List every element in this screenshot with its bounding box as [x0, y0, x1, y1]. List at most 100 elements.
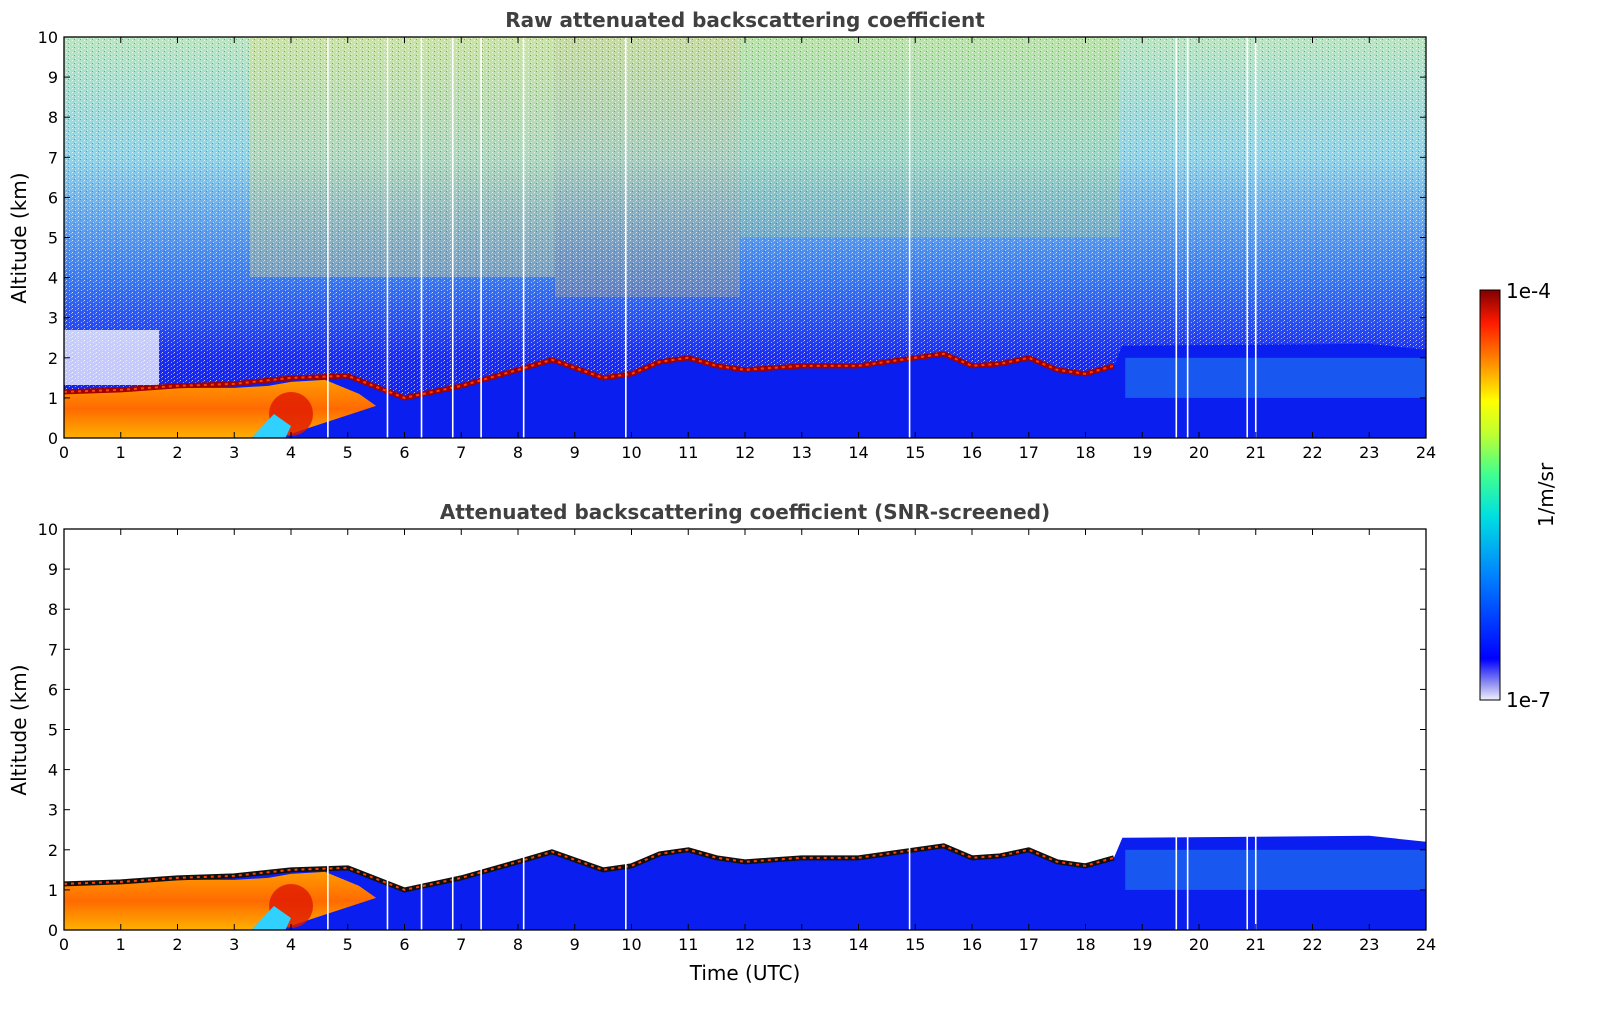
aerosol-gap — [251, 413, 291, 438]
x-tick-label: 23 — [1359, 935, 1379, 954]
x-tick-label: 6 — [399, 935, 409, 954]
y-tick-label: 10 — [38, 28, 58, 47]
missing-profile — [386, 37, 389, 438]
screened-backscatter-panel: Attenuated backscattering coefficient (S… — [7, 500, 1436, 985]
missing-profile — [625, 529, 627, 930]
missing-profile — [522, 37, 525, 438]
y-tick-label: 9 — [48, 68, 58, 87]
missing-profile — [451, 37, 454, 438]
y-tick-label: 10 — [38, 520, 58, 539]
colorbar-min-label: 1e-7 — [1506, 688, 1551, 712]
x-tick-label: 24 — [1416, 443, 1436, 462]
y-tick-label: 0 — [48, 429, 58, 448]
x-tick-label: 1 — [116, 935, 126, 954]
heatmap-area — [64, 37, 1426, 438]
x-tick-label: 5 — [343, 443, 353, 462]
x-tick-label: 20 — [1189, 443, 1209, 462]
colorbar-unit-label: 1/m/sr — [1534, 462, 1558, 527]
y-tick-label: 3 — [48, 801, 58, 820]
missing-profile — [480, 37, 482, 438]
cloud-base-highlight — [64, 352, 1115, 399]
chart-title: Raw attenuated backscattering coefficien… — [505, 8, 985, 32]
x-tick-label: 4 — [286, 443, 296, 462]
missing-profile — [420, 37, 423, 438]
y-tick-label: 6 — [48, 188, 58, 207]
aerosol-gap — [251, 905, 291, 930]
y-tick-label: 0 — [48, 921, 58, 940]
x-tick-label: 8 — [513, 935, 523, 954]
x-tick-label: 11 — [678, 443, 698, 462]
colorbar-scale — [1479, 289, 1501, 701]
missing-profile — [908, 529, 911, 930]
y-tick-label: 6 — [48, 680, 58, 699]
missing-profile — [420, 529, 423, 930]
x-tick-label: 9 — [570, 443, 580, 462]
missing-profile — [451, 529, 454, 930]
x-tick-label: 10 — [621, 935, 641, 954]
missing-profile — [908, 37, 911, 438]
x-tick-label: 3 — [229, 443, 239, 462]
x-tick-label: 7 — [456, 935, 466, 954]
chart-title: Attenuated backscattering coefficient (S… — [440, 500, 1050, 524]
x-tick-label: 2 — [172, 443, 182, 462]
y-tick-label: 3 — [48, 309, 58, 328]
x-tick-label: 18 — [1075, 443, 1095, 462]
y-tick-label: 4 — [48, 761, 58, 780]
x-tick-label: 4 — [286, 935, 296, 954]
cloud-base-highlight — [64, 844, 1115, 891]
x-tick-label: 13 — [792, 935, 812, 954]
missing-profile — [1254, 529, 1257, 930]
x-tick-label: 0 — [59, 443, 69, 462]
missing-profile — [1186, 529, 1189, 930]
y-tick-label: 8 — [48, 108, 58, 127]
missing-profile — [1175, 529, 1178, 930]
y-tick-label: 2 — [48, 349, 58, 368]
missing-profile — [327, 529, 329, 930]
y-tick-label: 5 — [48, 229, 58, 248]
missing-profile — [1246, 529, 1249, 930]
x-tick-label: 9 — [570, 935, 580, 954]
y-tick-label: 7 — [48, 148, 58, 167]
x-tick-label: 17 — [1019, 443, 1039, 462]
x-tick-label: 20 — [1189, 935, 1209, 954]
x-tick-label: 5 — [343, 935, 353, 954]
y-tick-label: 7 — [48, 640, 58, 659]
x-tick-label: 14 — [848, 443, 868, 462]
boundary-layer-region — [64, 343, 1426, 438]
missing-profile — [327, 37, 329, 438]
x-tick-label: 22 — [1302, 935, 1322, 954]
x-tick-label: 23 — [1359, 443, 1379, 462]
x-tick-label: 0 — [59, 935, 69, 954]
y-tick-label: 1 — [48, 881, 58, 900]
x-tick-label: 19 — [1132, 443, 1152, 462]
x-tick-label: 3 — [229, 935, 239, 954]
y-axis-label: Altitude (km) — [7, 172, 31, 303]
missing-profile — [1246, 37, 1249, 438]
x-tick-label: 24 — [1416, 935, 1436, 954]
heatmap-area — [64, 529, 1426, 930]
x-tick-label: 18 — [1075, 935, 1095, 954]
x-tick-label: 6 — [399, 443, 409, 462]
missing-profile — [480, 529, 482, 930]
y-tick-label: 9 — [48, 560, 58, 579]
colorbar-max-label: 1e-4 — [1506, 279, 1551, 303]
x-tick-label: 11 — [678, 935, 698, 954]
x-tick-label: 13 — [792, 443, 812, 462]
x-tick-label: 21 — [1246, 935, 1266, 954]
x-tick-label: 10 — [621, 443, 641, 462]
missing-profile — [1175, 37, 1178, 438]
x-tick-label: 16 — [962, 443, 982, 462]
y-tick-label: 1 — [48, 389, 58, 408]
y-tick-label: 2 — [48, 841, 58, 860]
boundary-layer-region — [64, 835, 1426, 930]
raw-backscatter-panel: Raw attenuated backscattering coefficien… — [7, 8, 1436, 462]
y-tick-label: 5 — [48, 721, 58, 740]
x-tick-label: 16 — [962, 935, 982, 954]
missing-profile — [1186, 37, 1189, 438]
y-tick-label: 4 — [48, 269, 58, 288]
missing-profile — [625, 37, 627, 438]
residual-layer — [1125, 357, 1426, 398]
missing-profile — [1254, 37, 1257, 438]
x-tick-label: 14 — [848, 935, 868, 954]
y-tick-label: 8 — [48, 600, 58, 619]
